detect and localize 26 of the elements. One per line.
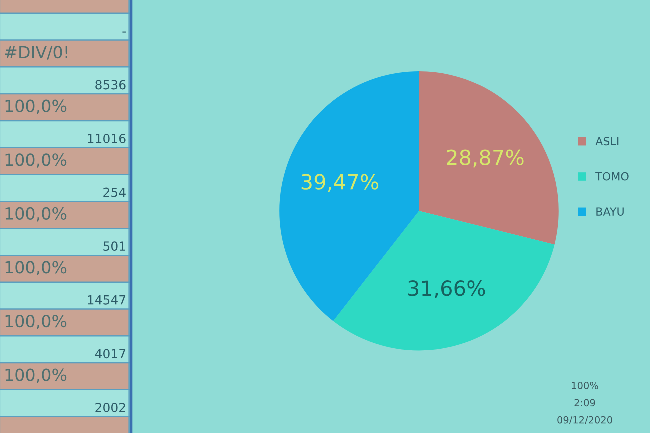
text: 2002 [96,402,126,412]
text: 11016 [88,134,126,144]
text: 8536 [96,80,126,90]
text: 100,0% [6,261,67,276]
pie-slice [419,71,559,245]
text: 254 [104,188,126,198]
text: 4017 [95,349,126,359]
legend-label: TOMO [596,172,629,181]
data-label: 39,47% [302,174,379,192]
text: 501 [104,242,126,252]
legend-label: BAYU [596,208,624,216]
text: 14547 [88,296,126,305]
text: 100,0% [6,368,67,384]
text: - [122,32,126,33]
text: 100% [572,382,598,390]
text: 100,0% [6,154,67,168]
text: 100,0% [6,314,67,330]
text: 100,0% [6,100,67,114]
data-label: 31,66% [408,280,486,298]
text: 09/12/2020 [558,416,612,425]
legend-label: ASLI [596,137,619,146]
data-label: 28,87% [447,150,524,168]
text: #DIV/0! [5,46,68,60]
text: 100,0% [6,207,67,222]
pie-slice [333,211,555,351]
text: 2:09 [574,399,596,407]
